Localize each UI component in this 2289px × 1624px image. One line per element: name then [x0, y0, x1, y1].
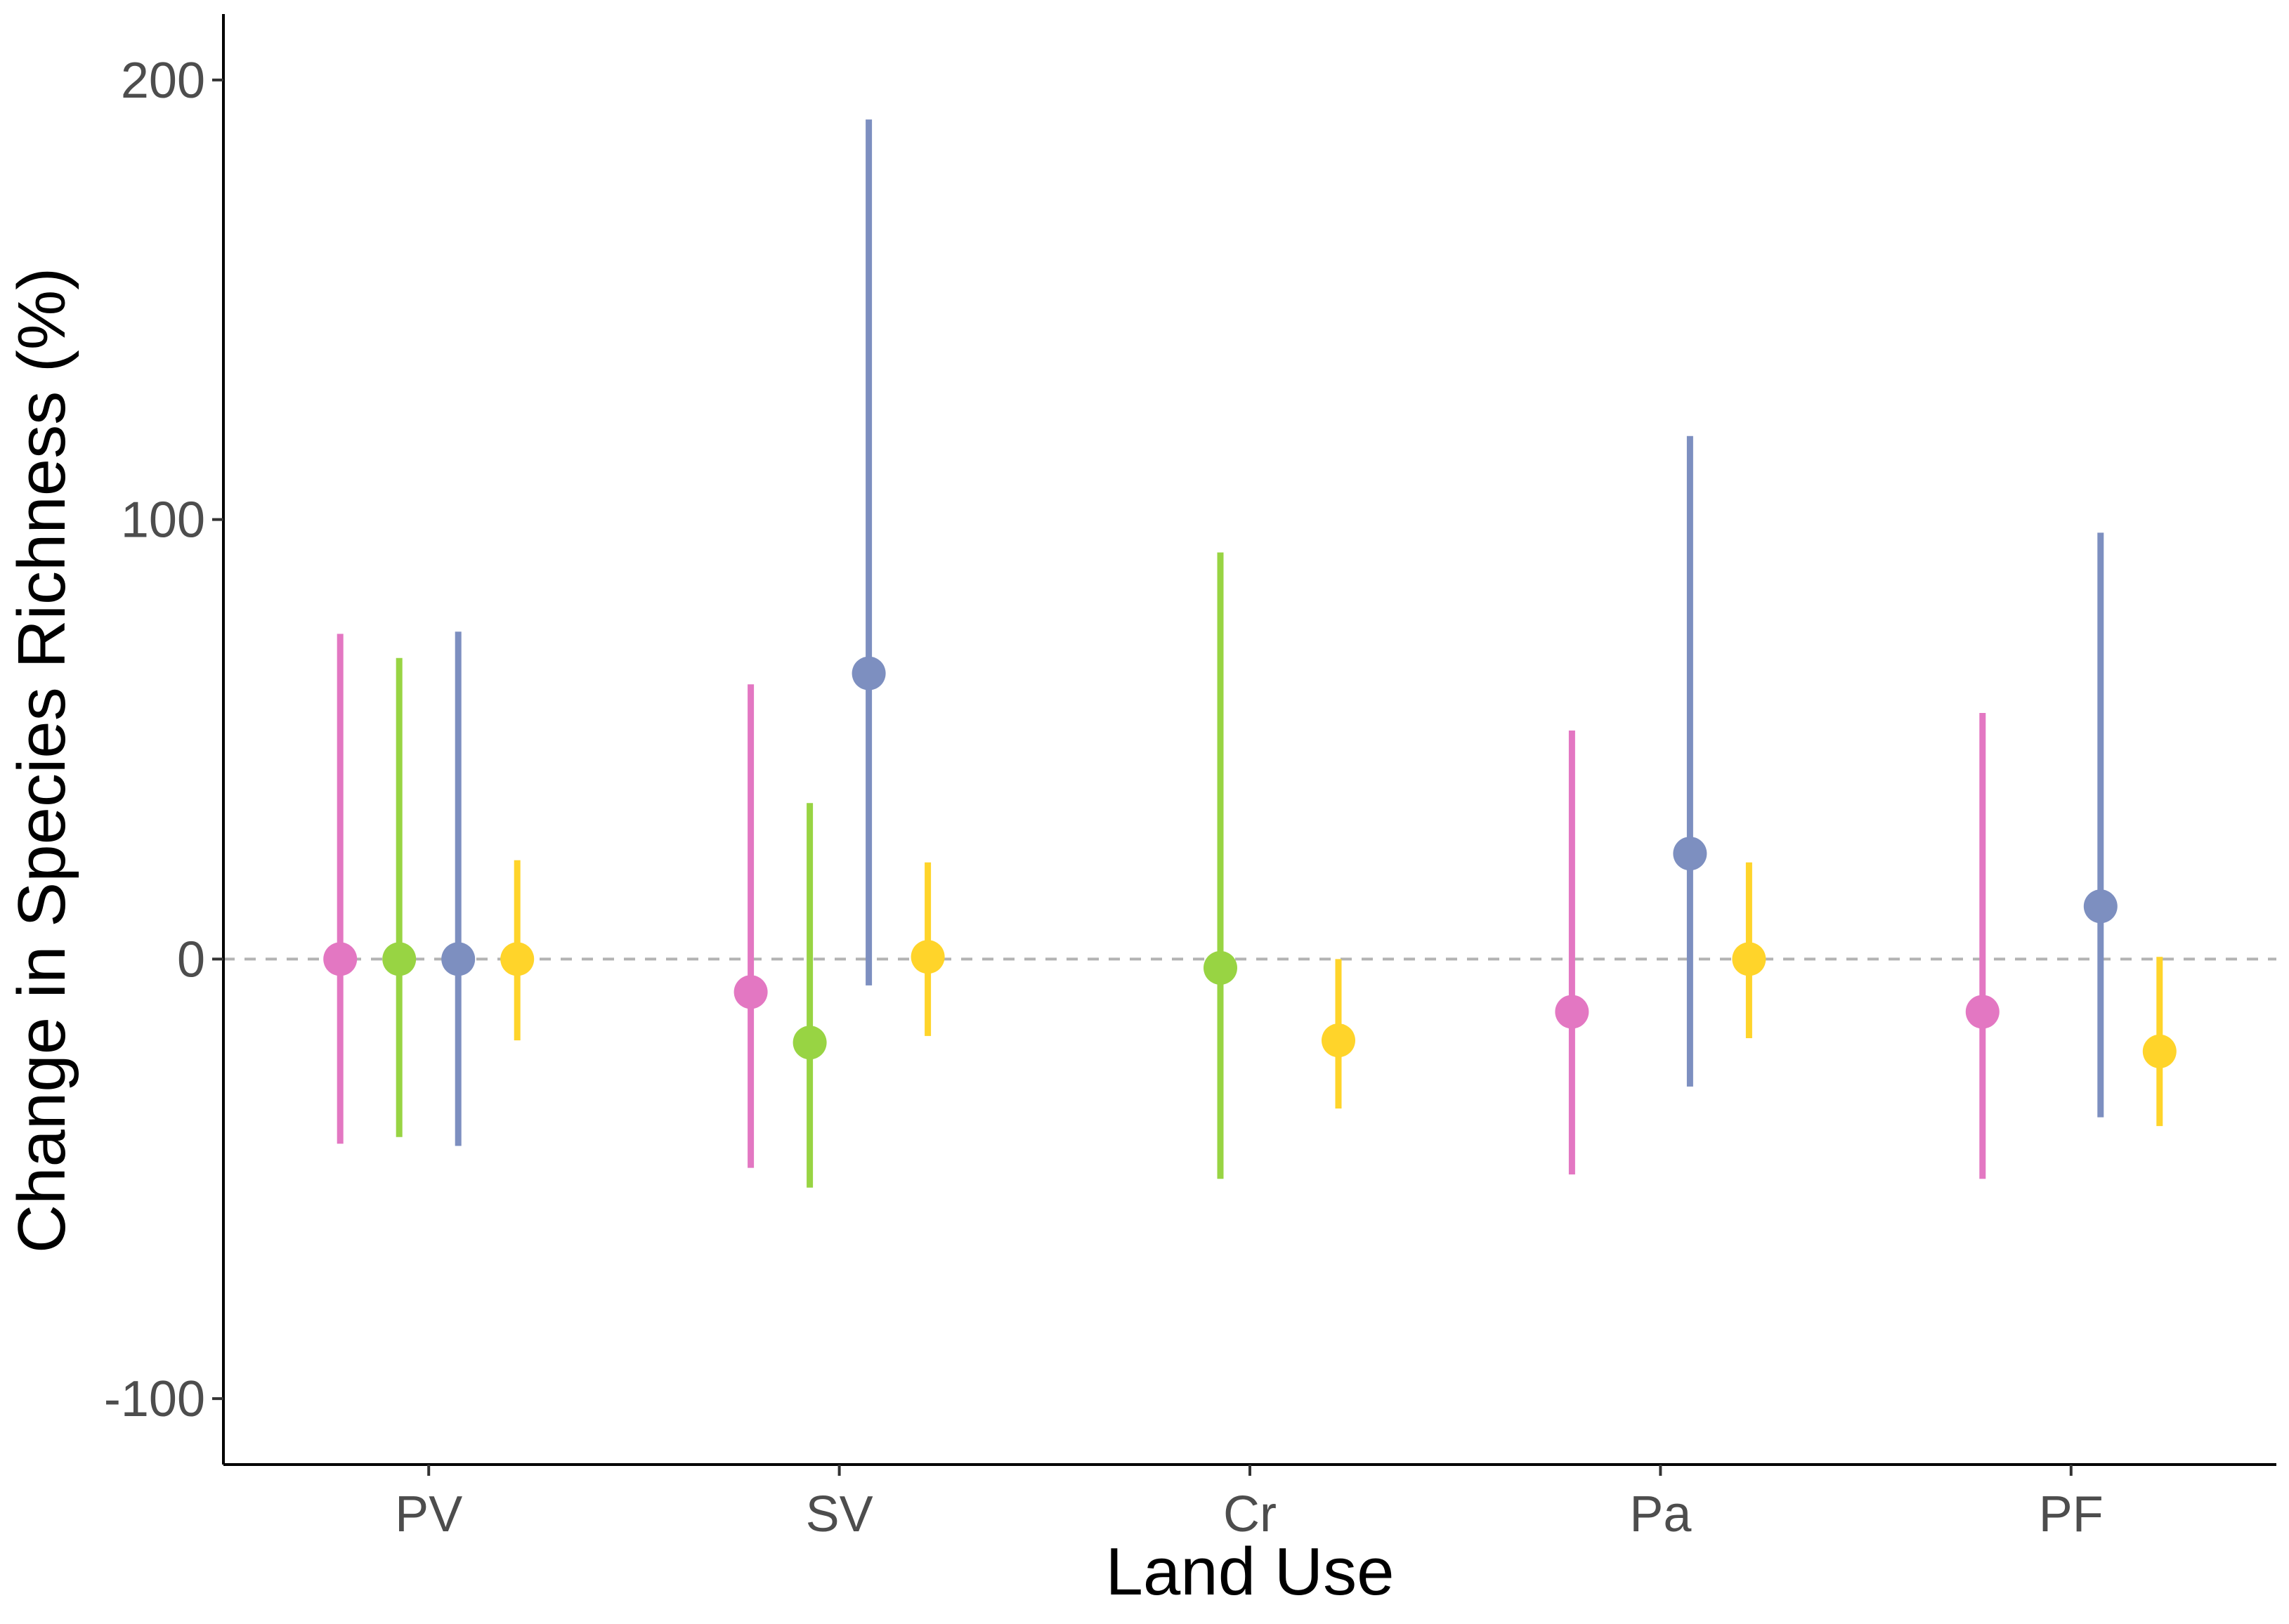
- data-point: [500, 942, 535, 976]
- x-axis-title: Land Use: [1106, 1534, 1395, 1609]
- x-tick-label: Pa: [1629, 1486, 1692, 1543]
- data-point: [323, 942, 358, 976]
- data-point: [2083, 889, 2118, 924]
- data-point: [1555, 995, 1589, 1029]
- y-tick-label: -100: [104, 1371, 205, 1427]
- x-ticks: PV SV Cr Pa PF: [395, 1465, 2104, 1543]
- x-tick-label: Cr: [1223, 1486, 1277, 1543]
- data-point: [1673, 837, 1707, 871]
- data-point: [1965, 995, 2000, 1029]
- data-point: [382, 942, 417, 976]
- x-tick-label: SV: [806, 1486, 873, 1543]
- data-point: [852, 656, 886, 690]
- y-tick-label: 200: [121, 53, 205, 109]
- y-tick-label: 100: [121, 492, 205, 549]
- x-tick-label: PV: [395, 1486, 462, 1543]
- data-point: [2142, 1034, 2177, 1068]
- y-axis-title: Change in Species Richness (%): [4, 268, 79, 1253]
- data-point: [441, 942, 476, 976]
- data-point: [1204, 950, 1237, 985]
- y-tick-label: 0: [177, 931, 205, 988]
- data-point: [1322, 1023, 1355, 1058]
- data-point: [911, 940, 945, 974]
- data-point: [733, 975, 768, 1009]
- x-tick-label: PF: [2039, 1486, 2104, 1543]
- y-ticks: -100 0 100 200: [104, 53, 223, 1427]
- data-point: [1732, 942, 1766, 976]
- data-point: [793, 1026, 827, 1060]
- axes-layer: [222, 14, 2276, 1466]
- marks-layer: [323, 119, 2177, 1188]
